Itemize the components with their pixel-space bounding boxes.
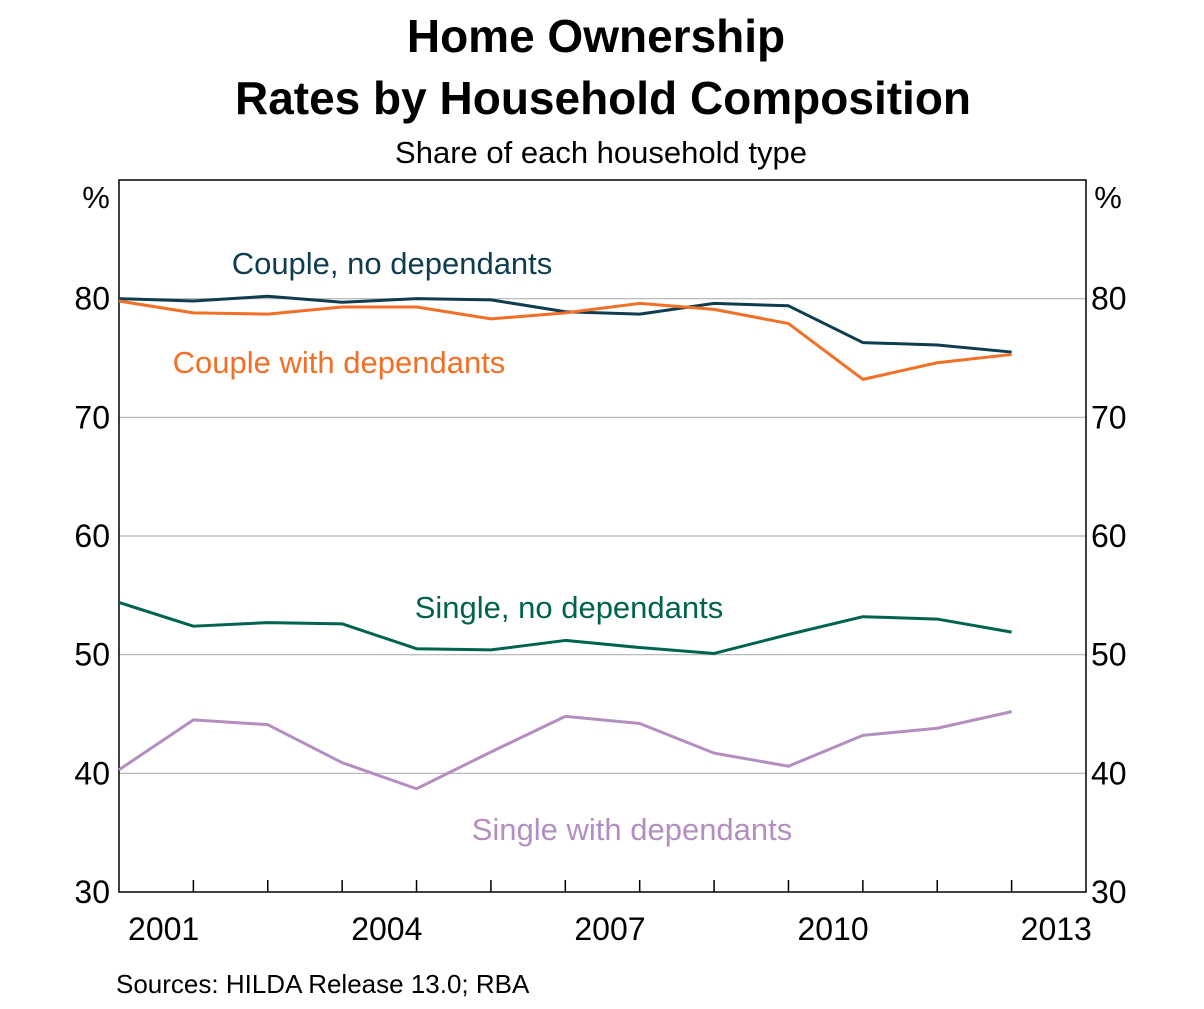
series-label-single-no-dependants: Single, no dependants <box>415 590 724 625</box>
chart-title-line-2: Rates by Household Composition <box>235 72 971 124</box>
y-unit-left: % <box>82 180 110 215</box>
axis-ticks: 30 30 40 40 50 50 60 60 70 70 80 80 2001 2004 2007 2010… <box>74 281 1126 947</box>
series-line-2 <box>118 601 1012 655</box>
chart-title-line-1: Home Ownership <box>407 10 785 62</box>
y-unit-right: % <box>1094 180 1122 215</box>
series-label-couple-with-dependants: Couple with dependants <box>173 345 506 380</box>
y-tick-label-right: 70 <box>1091 399 1127 435</box>
y-tick-label-right: 60 <box>1091 518 1127 554</box>
series-label-couple-no-dependants: Couple, no dependants <box>232 246 553 281</box>
y-tick-label-left: 40 <box>74 755 110 791</box>
series-label-single-with-dependants: Single with dependants <box>472 812 793 847</box>
x-tick-label: 2001 <box>128 911 199 947</box>
source-note: Sources: HILDA Release 13.0; RBA <box>116 969 530 999</box>
y-tick-label-left: 50 <box>74 637 110 673</box>
y-tick-label-left: 30 <box>74 874 110 910</box>
y-tick-label-left: 60 <box>74 518 110 554</box>
x-tick-label: 2004 <box>351 911 422 947</box>
x-tick-label: 2010 <box>797 911 868 947</box>
plot-frame <box>118 179 1087 893</box>
series-line-3 <box>118 710 1012 791</box>
x-tick-label: 2007 <box>574 911 645 947</box>
y-tick-label-left: 80 <box>74 281 110 317</box>
series-line-0 <box>118 294 1012 354</box>
x-tick-label: 2013 <box>1021 911 1092 947</box>
y-tick-label-right: 50 <box>1091 637 1127 673</box>
y-tick-label-right: 40 <box>1091 755 1127 791</box>
series-lines <box>118 294 1012 791</box>
series-line-1 <box>118 299 1012 381</box>
y-tick-label-right: 80 <box>1091 281 1127 317</box>
y-tick-label-left: 70 <box>74 399 110 435</box>
chart-subtitle: Share of each household type <box>395 135 807 170</box>
y-tick-label-right: 30 <box>1091 874 1127 910</box>
